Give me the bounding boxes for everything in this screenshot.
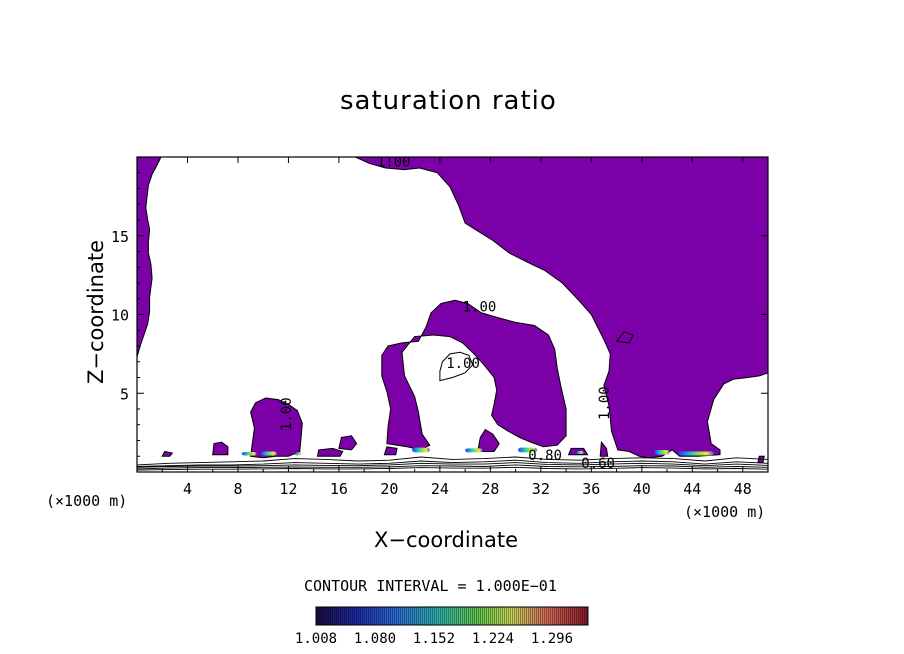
x-tick-label: 4 — [183, 480, 192, 498]
contour-label-5: 1.00 — [279, 397, 295, 431]
x-tick-label: 36 — [582, 480, 600, 498]
colorbar-frame — [315, 606, 589, 626]
contour-region-arch-hole — [439, 351, 474, 382]
hotspot-6 — [518, 447, 538, 453]
contour-label-4: 1.00 — [597, 386, 613, 420]
x-tick-label: 20 — [380, 480, 398, 498]
contour-line-0.70 — [137, 464, 768, 470]
contour-region-upper-left-column — [137, 157, 162, 358]
colorbar-stripes — [316, 607, 588, 625]
hotspot-7 — [576, 451, 584, 454]
contour-label-3: 1.00 — [446, 356, 480, 372]
contour-region-patch-2 — [212, 441, 229, 456]
x-tick-label: 24 — [431, 480, 449, 498]
contour-region-upper-right-mass — [355, 157, 768, 459]
colorbar-tick-label: 1.224 — [472, 631, 514, 647]
x-tick-label: 16 — [330, 480, 348, 498]
x-tick-label: 40 — [633, 480, 651, 498]
contour-region-patch-4 — [338, 435, 358, 451]
hotspot-3 — [294, 452, 302, 456]
x-axis-label: X−coordinate — [374, 528, 518, 552]
contour-line-0.60 — [137, 466, 768, 471]
contour-label-7: 0.60 — [581, 456, 615, 472]
x-unit-right: (×1000 m) — [684, 503, 766, 521]
contour-interval-text: CONTOUR INTERVAL = 1.000E−01 — [304, 577, 557, 595]
x-tick-label: 12 — [279, 480, 297, 498]
contour-line-0.90 — [137, 459, 768, 467]
contour-region-arch — [381, 299, 567, 451]
contour-line-0.80 — [137, 462, 768, 468]
x-tick-label: 44 — [683, 480, 701, 498]
x-tick-label: 28 — [481, 480, 499, 498]
contour-line-1.00 — [137, 456, 768, 466]
plot-area: 1.00 1.00 1.00 1.00 1.00 0.80 0.60 — [137, 154, 768, 472]
contour-region-patch-10 — [383, 446, 398, 456]
contour-region-hill — [250, 397, 303, 459]
colorbar-tick-label: 1.152 — [413, 631, 455, 647]
colorbar-tick-label: 1.296 — [531, 631, 573, 647]
colorbar-tick-label: 1.080 — [354, 631, 396, 647]
contour-region-patch-5 — [161, 450, 174, 457]
contour-label-1: 1.00 — [377, 154, 411, 170]
y-tick-label: 15 — [111, 228, 129, 246]
hotspot-5 — [465, 448, 483, 453]
y-axis-label: Z−coordinate — [84, 240, 108, 384]
contour-region-patch-7 — [599, 440, 609, 457]
contour-label-2: 1.00 — [463, 299, 497, 315]
x-tick-label: 48 — [734, 480, 752, 498]
contour-region-patch-1 — [477, 428, 500, 452]
contour-region-patch-9 — [615, 331, 634, 344]
x-unit-left: (×1000 m) — [46, 492, 128, 510]
y-tick-label: 10 — [111, 307, 129, 325]
contour-region-patch-3 — [316, 447, 344, 457]
hotspot-1 — [241, 451, 257, 456]
hotspot-8 — [654, 449, 670, 455]
hotspot-9 — [678, 451, 714, 456]
hotspot-4 — [412, 447, 430, 453]
chart-title: saturation ratio — [340, 86, 557, 116]
y-tick-label: 5 — [120, 385, 129, 403]
hotspot-2 — [260, 451, 278, 456]
contour-label-6: 0.80 — [528, 448, 562, 464]
x-tick-label: 8 — [233, 480, 242, 498]
x-tick-label: 32 — [532, 480, 550, 498]
colorbar-tick-label: 1.008 — [295, 631, 337, 647]
